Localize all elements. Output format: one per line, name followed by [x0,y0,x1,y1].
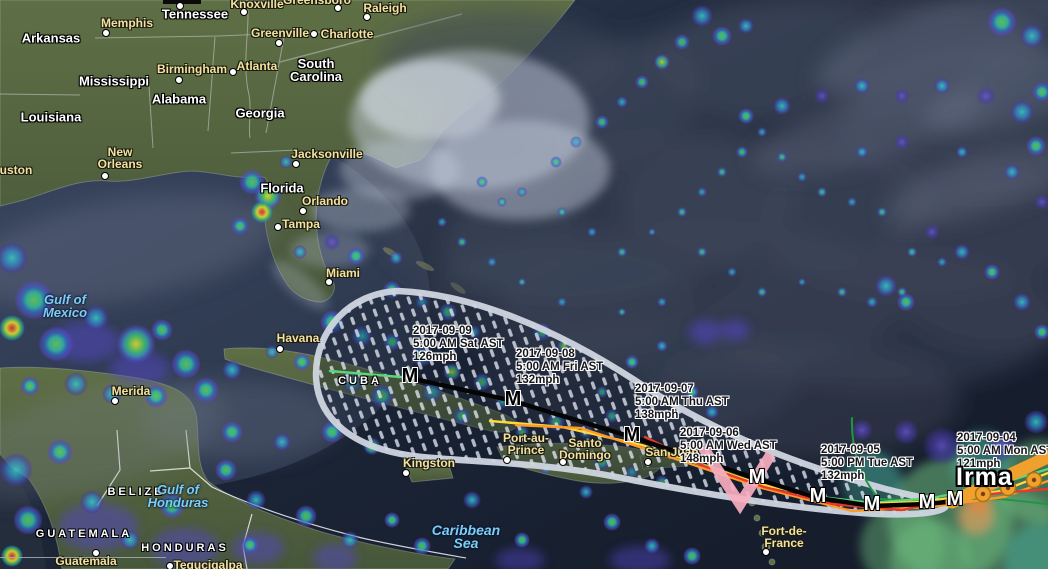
warning-area-pink [698,444,776,515]
city-dot-havana [276,345,284,353]
forecast-cone [312,287,950,518]
city-dot-knoxville [240,8,248,16]
past-position-markers[interactable] [974,471,1043,503]
city-dot-guatemala-city [92,549,100,557]
track-marker-major-wed[interactable]: M [748,466,766,489]
track-marker-major-past-1[interactable]: M [863,493,881,516]
city-dot-miami [325,278,333,286]
radar-small-specks [437,34,947,316]
past-track-band[interactable] [945,450,1048,509]
track-marker-major-fri[interactable]: M [504,388,522,411]
distance-scale-line [0,557,166,558]
city-dot-birmingham [175,76,183,84]
city-dot-new-orleans [101,172,109,180]
state-borders [0,0,321,154]
city-dot-atlanta [229,68,237,76]
city-dot-fort-de-france [762,548,770,556]
city-dot-jacksonville [292,160,300,168]
city-dot-greenville [275,39,283,47]
model-line-orange [514,423,1048,513]
city-dot-memphis [102,29,110,37]
forecast-track-line [409,375,957,509]
track-marker-major-thu[interactable]: M [623,424,641,447]
city-dot-tegucigalpa [166,562,174,569]
city-dot-charlotte [310,30,318,38]
track-marker-major-past-2[interactable]: M [918,491,936,514]
city-dot-san-juan [644,458,652,466]
city-dot-orlando [299,207,307,215]
city-dot-merida [111,397,119,405]
track-marker-major-past-3[interactable]: M [946,488,964,511]
cloud-overlay-white-swirl [271,50,610,310]
city-dot-greensboro [334,4,342,12]
city-dot-santo-domingo [559,458,567,466]
city-dot-raleigh [363,13,371,21]
city-dot-nashville-clipped [176,2,184,10]
track-marker-major-sat[interactable]: M [401,365,419,388]
storm-name-label: Irma [956,463,1013,491]
city-dot-kingston [402,469,410,477]
city-dot-tampa [274,223,282,231]
city-dot-port-au-prince [503,456,511,464]
track-marker-major-tue[interactable]: M [809,485,827,508]
